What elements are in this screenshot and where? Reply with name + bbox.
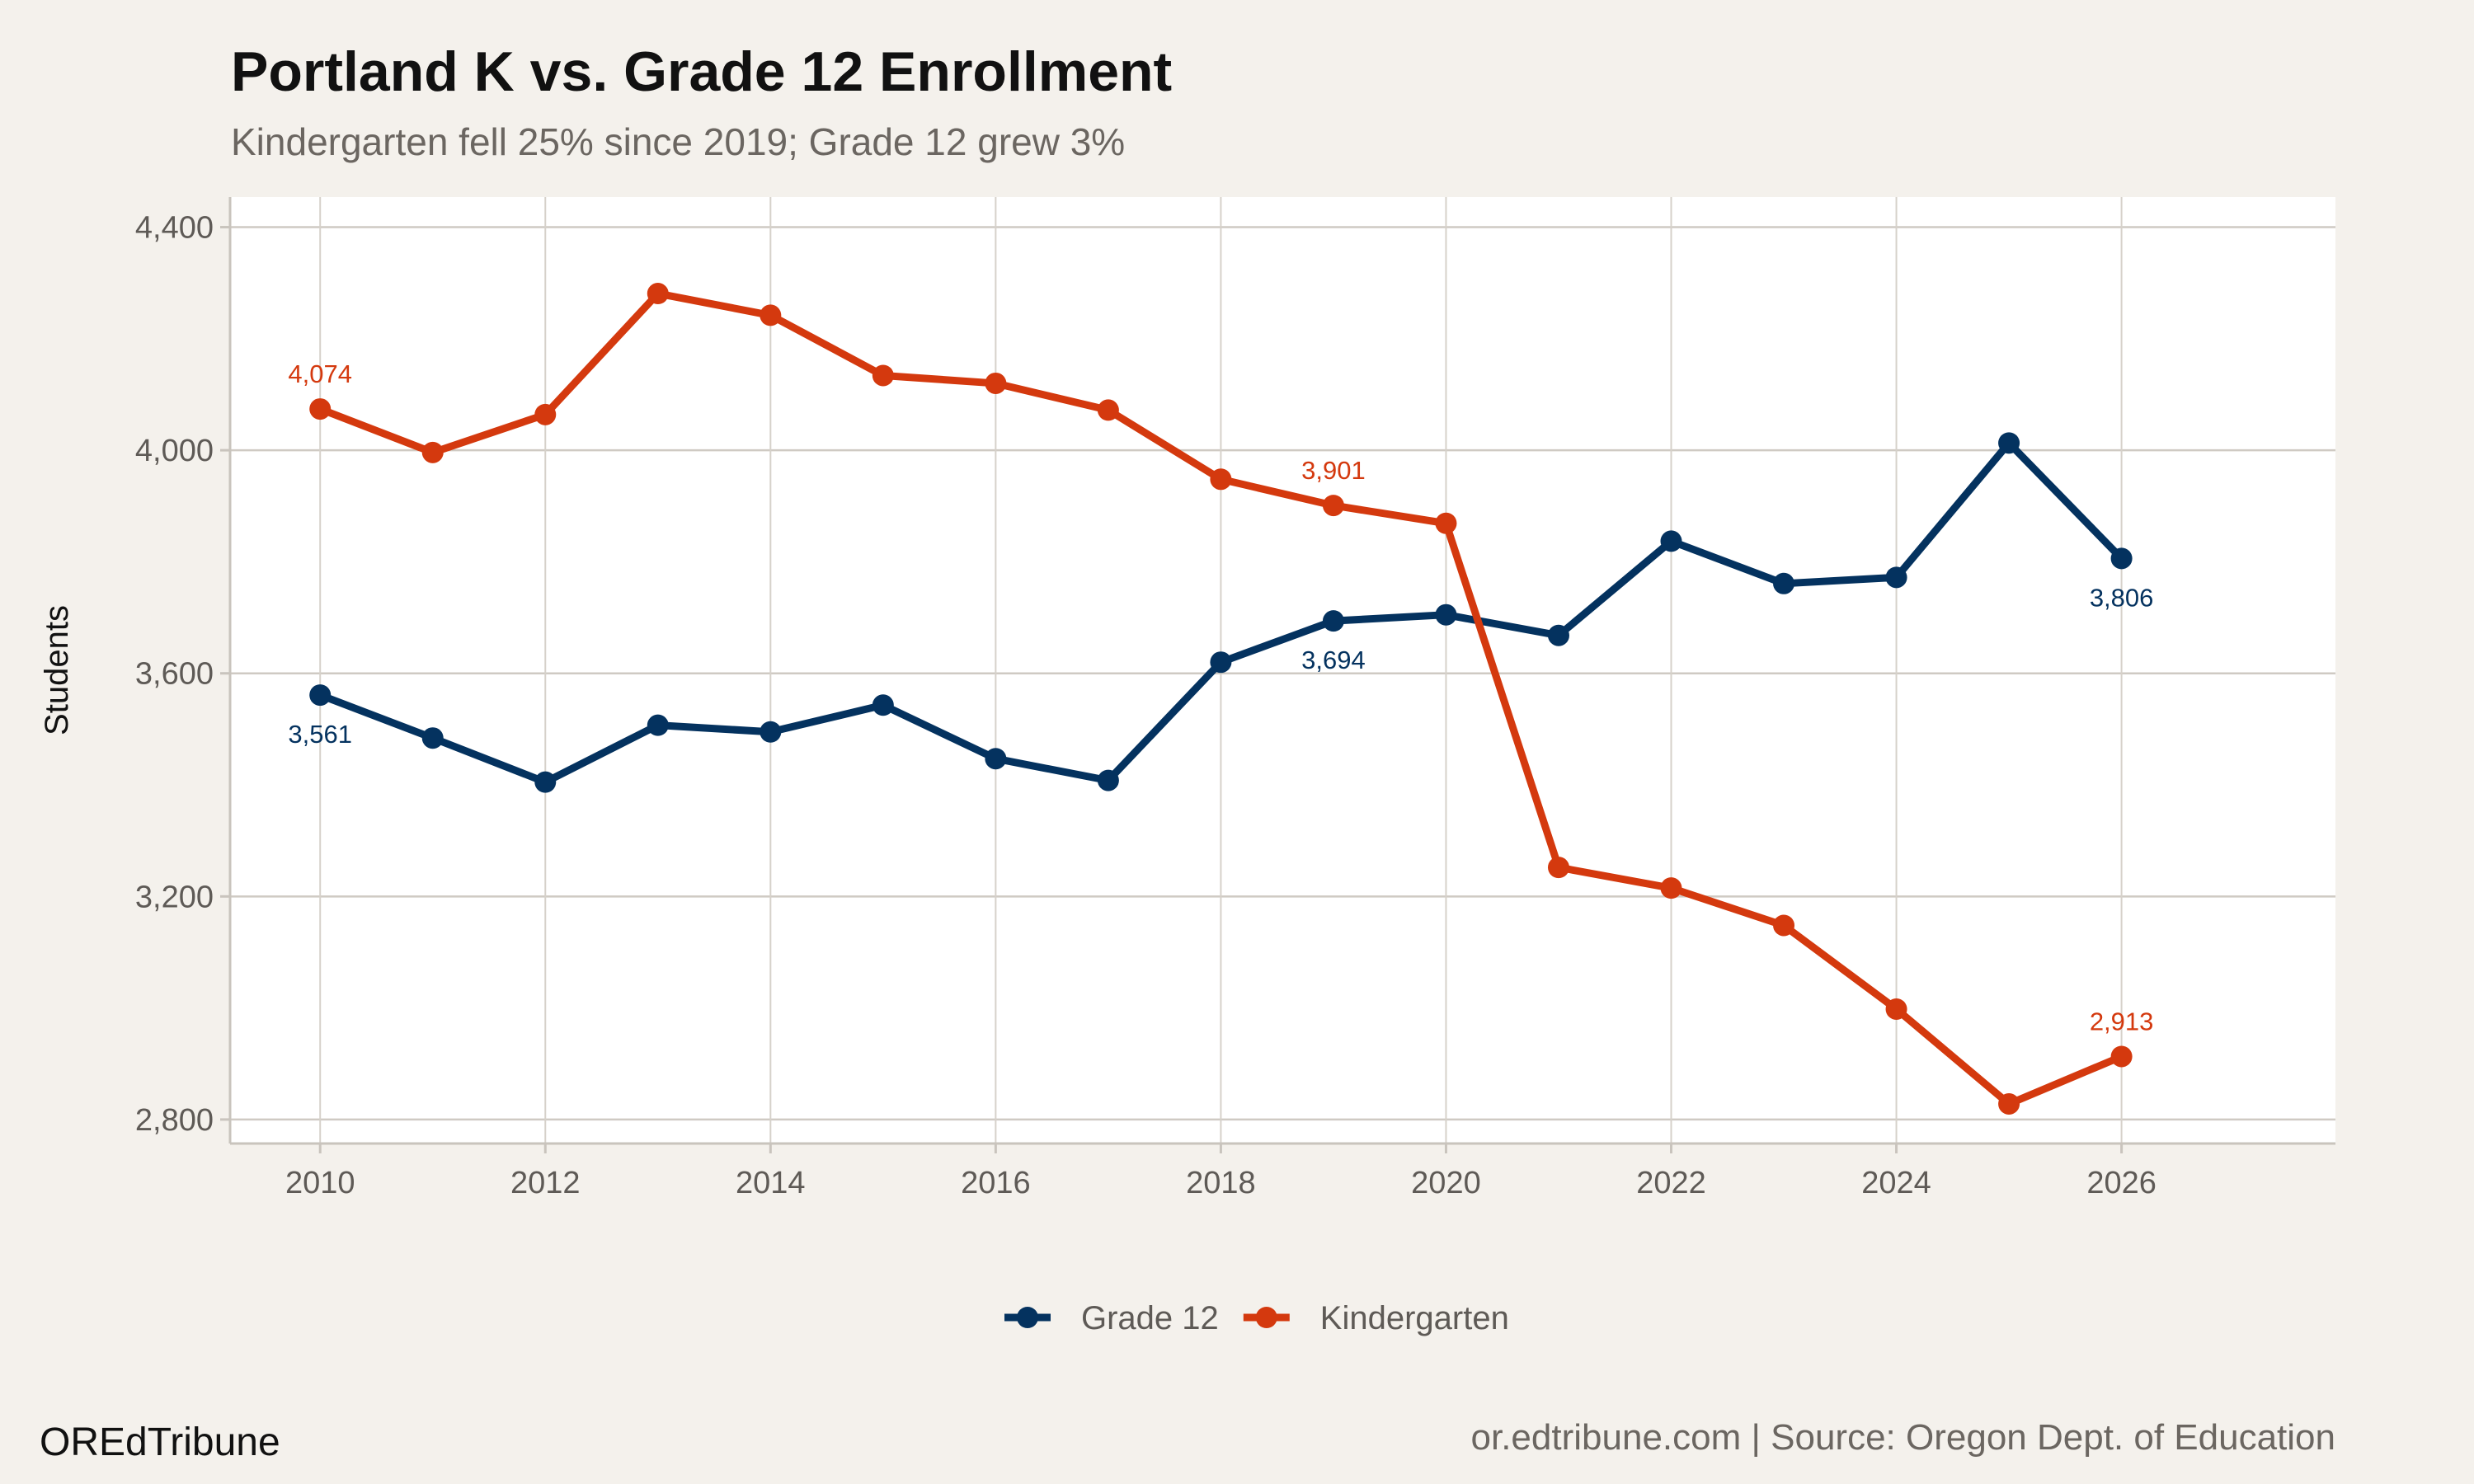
data-label: 3,694	[1301, 646, 1366, 674]
y-tick-label: 3,200	[135, 880, 214, 914]
series-group: 3,561 3,694 3,806 4,074 3,901 2,913	[288, 283, 2153, 1115]
data-point	[2110, 1045, 2133, 1068]
caption-source: or.edtribune.com | Source: Oregon Dept. …	[1471, 1417, 2335, 1458]
data-label: 3,561	[288, 720, 352, 749]
data-point	[872, 694, 894, 716]
x-tick-label: 2026	[2086, 1166, 2157, 1200]
data-label: 2,913	[2090, 1007, 2154, 1036]
data-point	[760, 304, 782, 326]
data-point	[534, 771, 557, 793]
data-label: 4,074	[288, 359, 352, 388]
data-point	[421, 727, 444, 749]
data-point	[2110, 547, 2133, 570]
legend-item-kindergarten: Kindergarten	[1243, 1300, 1509, 1336]
data-point	[421, 441, 444, 463]
chart-subtitle: Kindergarten fell 25% since 2019; Grade …	[231, 120, 1125, 163]
series-kindergarten: 4,074 3,901 2,913	[288, 283, 2153, 1115]
legend-label: Grade 12	[1081, 1300, 1219, 1336]
data-point	[1210, 651, 1232, 674]
legend-point-swatch	[1017, 1307, 1038, 1328]
data-point	[985, 748, 1007, 770]
data-point	[534, 403, 557, 425]
x-tick-label: 2012	[510, 1166, 581, 1200]
x-tick-label: 2014	[736, 1166, 806, 1200]
legend: Grade 12 Kindergarten	[1004, 1300, 1509, 1336]
data-label: 3,901	[1301, 456, 1366, 485]
x-tick-label: 2022	[1636, 1166, 1706, 1200]
data-point	[309, 398, 332, 420]
legend-point-swatch	[1255, 1307, 1277, 1328]
data-point	[1547, 624, 1569, 646]
data-point	[1998, 432, 2020, 454]
data-point	[985, 372, 1007, 394]
data-point	[1998, 1092, 2020, 1115]
y-tick-label: 4,000	[135, 434, 214, 468]
data-point	[1097, 399, 1119, 421]
data-point	[647, 283, 669, 305]
data-point	[872, 364, 894, 387]
data-point	[760, 721, 782, 743]
x-tick-label: 2010	[285, 1166, 355, 1200]
data-point	[1773, 914, 1795, 937]
x-tick-label: 2016	[961, 1166, 1031, 1200]
data-label: 3,806	[2090, 583, 2154, 612]
data-point	[647, 714, 669, 736]
data-point	[1773, 572, 1795, 594]
chart-title: Portland K vs. Grade 12 Enrollment	[231, 40, 1172, 103]
data-point	[1885, 998, 1907, 1020]
y-tick-label: 2,800	[135, 1103, 214, 1138]
series-grade-12: 3,561 3,694 3,806	[288, 432, 2154, 793]
data-point	[309, 684, 332, 707]
x-axis-ticks: 2010 2012 2014 2016 2018 2020 2022 2024 2026	[285, 1144, 2157, 1200]
data-point	[1322, 495, 1344, 517]
plot-panel	[230, 197, 2335, 1144]
y-axis-title: Students	[39, 605, 75, 735]
data-point	[1660, 877, 1682, 899]
data-point	[1660, 530, 1682, 552]
legend-label: Kindergarten	[1320, 1300, 1509, 1336]
data-point	[1097, 769, 1119, 791]
data-point	[1435, 603, 1457, 626]
legend-item-grade-12: Grade 12	[1004, 1300, 1219, 1336]
caption-brand: OREdTribune	[40, 1421, 280, 1464]
x-tick-label: 2020	[1411, 1166, 1481, 1200]
data-point	[1322, 610, 1344, 632]
x-tick-label: 2024	[1861, 1166, 1931, 1200]
data-point	[1885, 566, 1907, 589]
data-point	[1547, 857, 1569, 879]
data-point	[1435, 512, 1457, 534]
y-axis-ticks: 2,800 3,200 3,600 4,000 4,400	[135, 211, 230, 1138]
y-tick-label: 3,600	[135, 657, 214, 692]
data-point	[1210, 468, 1232, 491]
y-tick-label: 4,400	[135, 211, 214, 246]
x-tick-label: 2018	[1186, 1166, 1256, 1200]
